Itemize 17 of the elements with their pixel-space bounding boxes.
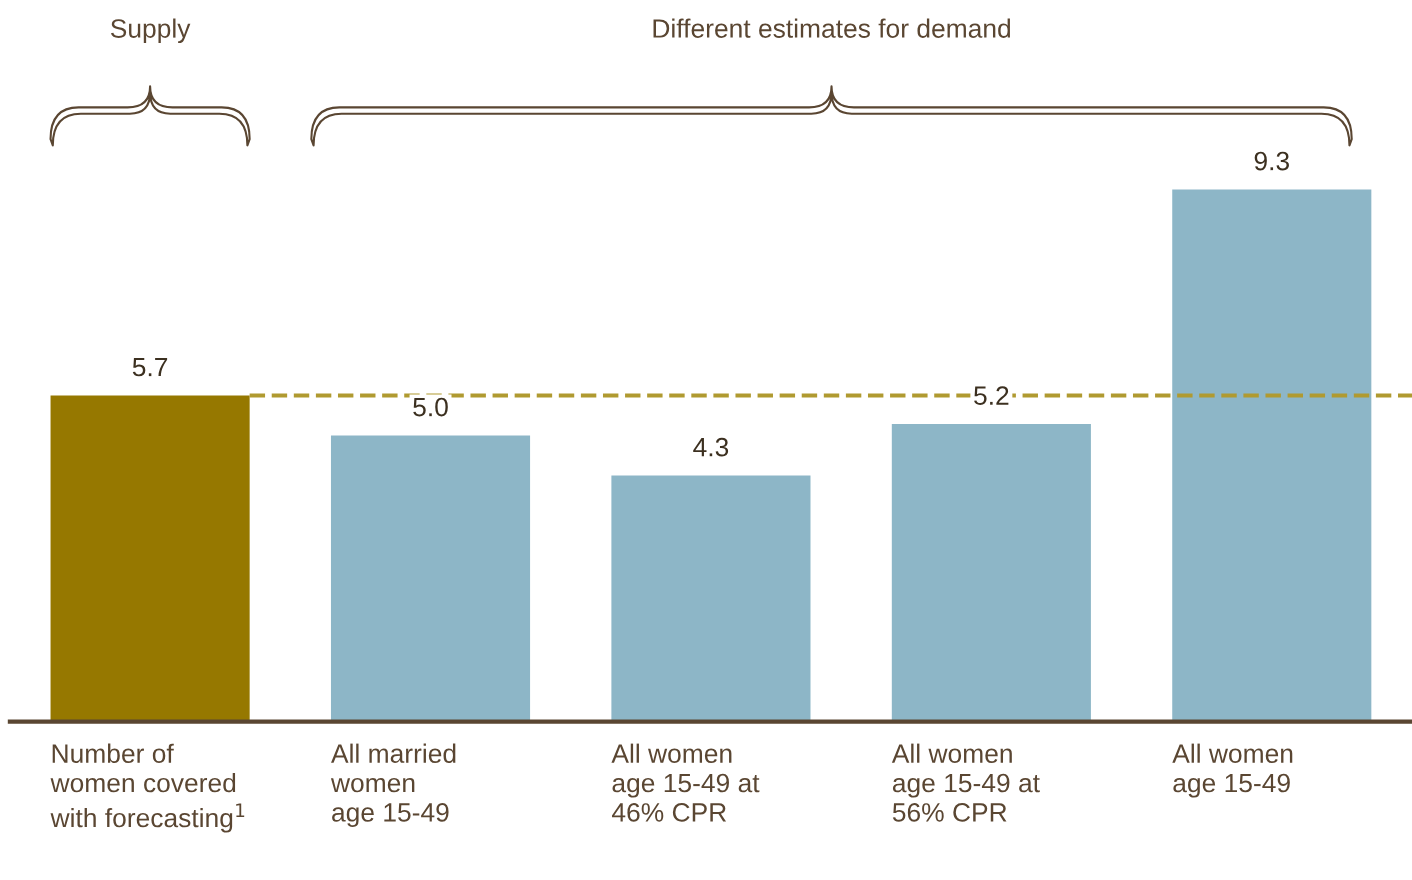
data-label: 4.3 — [693, 437, 729, 457]
x-tick-label: All married women age 15-49 — [330, 743, 456, 827]
text: Supply — [110, 18, 191, 44]
bar — [330, 435, 531, 722]
bar — [611, 475, 811, 722]
x-tick-label: All women age 15-49 at 56% CPR — [891, 743, 1040, 822]
x-tick-label: Number of women covered with forecasting$^{1}$ — [50, 743, 245, 833]
x-tick-label: All women age 15-49 — [1172, 743, 1293, 798]
data-label: 5.0 — [413, 397, 448, 417]
bar — [891, 424, 1091, 722]
text: Different estimates for demand — [653, 18, 1011, 38]
data-label: 5.2 — [974, 386, 1009, 405]
x-tick-label: All women age 15-49 at 46% CPR — [611, 743, 760, 822]
bar — [1172, 189, 1372, 722]
data-label: 5.7 — [132, 357, 168, 377]
data-label: 9.3 — [1254, 151, 1289, 171]
bar — [50, 395, 250, 722]
